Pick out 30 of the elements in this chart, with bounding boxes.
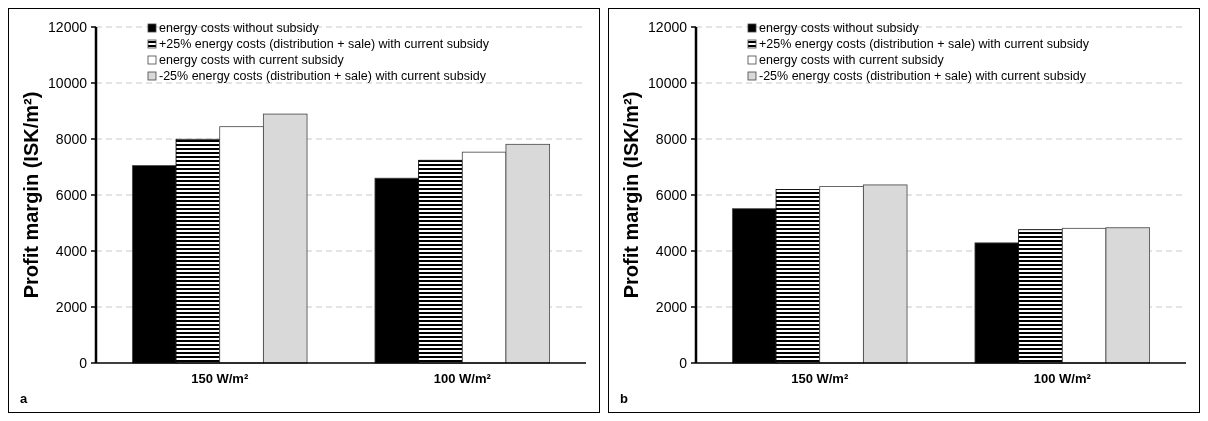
y-tick-label: 0 bbox=[679, 354, 688, 371]
y-tick-label: 0 bbox=[79, 354, 88, 371]
y-tick-label: 2000 bbox=[655, 298, 688, 315]
x-tick-label: 100 W/m² bbox=[433, 371, 492, 386]
y-tick-label: 10000 bbox=[648, 74, 688, 91]
legend-label: energy costs without subsidy bbox=[159, 21, 320, 35]
y-tick-label: 12000 bbox=[648, 18, 688, 35]
legend-label: -25% energy costs (distribution + sale) with current subsidy bbox=[159, 69, 487, 83]
legend-label: +25% energy costs (distribution + sale) with current subsidy bbox=[159, 37, 490, 51]
y-tick-label: 4000 bbox=[655, 242, 688, 259]
x-tick-label: 150 W/m² bbox=[191, 371, 249, 386]
y-axis-title: Profit margin (ISK/m²) bbox=[620, 91, 642, 299]
y-tick-label: 2000 bbox=[55, 298, 88, 315]
y-axis-title: Profit margin (ISK/m²) bbox=[20, 91, 42, 299]
y-tick-label: 8000 bbox=[655, 130, 688, 147]
y-tick-label: 6000 bbox=[55, 186, 88, 203]
legend-label: energy costs without subsidy bbox=[759, 21, 920, 35]
y-tick-label: 6000 bbox=[655, 186, 688, 203]
legend-label: energy costs with current subsidy bbox=[159, 53, 345, 67]
y-tick-label: 10000 bbox=[48, 74, 88, 91]
legend-label: +25% energy costs (distribution + sale) with current subsidy bbox=[759, 37, 1090, 51]
text: a bbox=[20, 391, 28, 406]
legend-label: energy costs with current subsidy bbox=[759, 53, 945, 67]
y-tick-label: 4000 bbox=[55, 242, 88, 259]
legend-label: -25% energy costs (distribution + sale) with current subsidy bbox=[759, 69, 1087, 83]
x-tick-label: 100 W/m² bbox=[1033, 371, 1092, 386]
y-tick-label: 12000 bbox=[48, 18, 88, 35]
text: b bbox=[620, 391, 628, 406]
x-tick-label: 150 W/m² bbox=[791, 371, 849, 386]
y-tick-label: 8000 bbox=[55, 130, 88, 147]
